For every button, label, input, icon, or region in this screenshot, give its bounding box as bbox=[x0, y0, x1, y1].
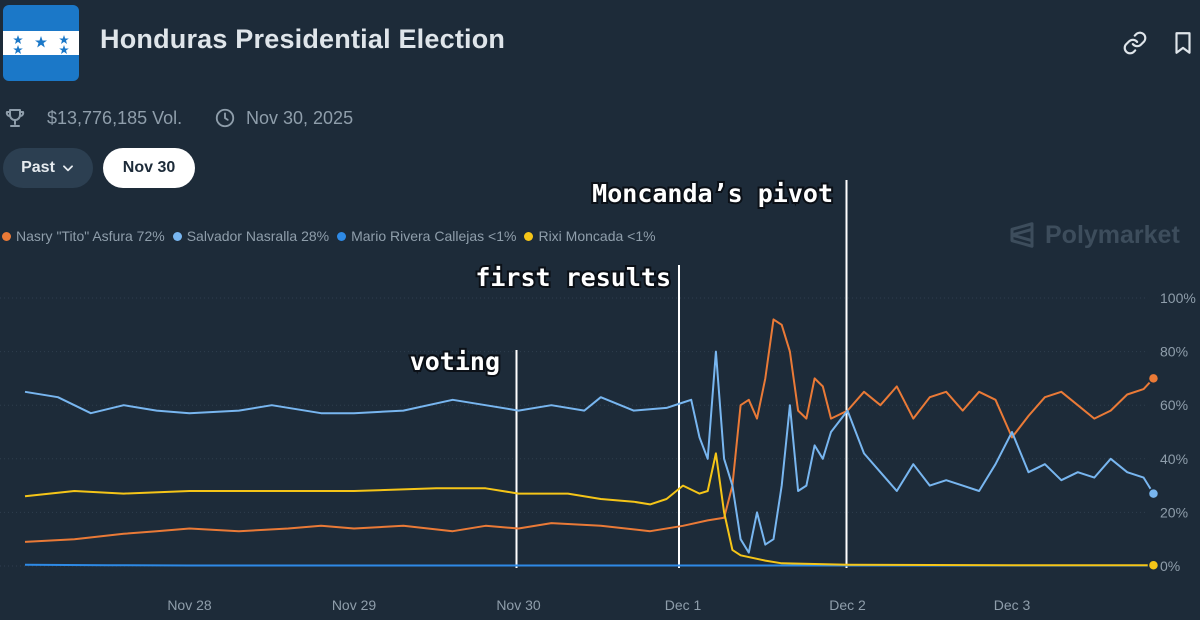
series-end-marker bbox=[1147, 487, 1160, 500]
page-title: Honduras Presidential Election bbox=[100, 24, 506, 54]
trophy-icon bbox=[5, 109, 25, 127]
past-label: Past bbox=[21, 159, 55, 176]
annotation-label: first results bbox=[475, 263, 671, 292]
y-tick-label: 0% bbox=[1160, 558, 1180, 574]
x-tick-label: Dec 2 bbox=[829, 597, 866, 613]
legend-dot bbox=[337, 231, 347, 241]
y-tick-label: 80% bbox=[1160, 344, 1188, 360]
legend-item-moncada[interactable]: Rixi Moncada <1% bbox=[524, 228, 656, 244]
x-tick-label: Nov 29 bbox=[332, 597, 377, 613]
legend-dot bbox=[2, 231, 11, 241]
date-button[interactable]: Nov 30 bbox=[103, 148, 195, 188]
x-tick-label: Dec 3 bbox=[994, 597, 1031, 613]
legend-item-asfura[interactable]: Nasry "Tito" Asfura 72% bbox=[2, 228, 165, 244]
legend-label: Rixi Moncada <1% bbox=[538, 228, 656, 244]
series-line bbox=[24, 452, 1154, 567]
watermark-text: Polymarket bbox=[1045, 220, 1180, 249]
legend-label: Nasry "Tito" Asfura 72% bbox=[16, 228, 165, 244]
clock-icon bbox=[215, 108, 235, 128]
legend-label: Salvador Nasralla 28% bbox=[186, 228, 330, 244]
end-date-info: Nov 30, 2025 bbox=[214, 106, 353, 130]
legend-dot bbox=[172, 231, 182, 241]
honduras-flag-icon bbox=[3, 5, 79, 81]
y-tick-label: 40% bbox=[1160, 451, 1188, 467]
polymarket-logo-icon bbox=[1010, 222, 1034, 248]
chevron-down-icon bbox=[62, 165, 73, 172]
x-tick-label: Dec 1 bbox=[665, 597, 702, 613]
y-tick-label: 20% bbox=[1160, 504, 1188, 520]
series-end-marker bbox=[1147, 372, 1160, 385]
end-date-text: Nov 30, 2025 bbox=[246, 107, 354, 128]
legend-item-nasralla[interactable]: Salvador Nasralla 28% bbox=[172, 228, 330, 244]
date-label: Nov 30 bbox=[122, 159, 176, 176]
legend-label: Mario Rivera Callejas <1% bbox=[351, 228, 517, 244]
series-line bbox=[24, 318, 1155, 543]
price-history-chart: 0% 20% 40% 60% 80% 100% Nov 28 Nov 29 Nov 30 Dec … bbox=[0, 177, 1196, 613]
x-tick-label: Nov 30 bbox=[496, 597, 541, 613]
volume-text: $13,776,185 Vol. bbox=[47, 107, 183, 128]
chart-legend: Nasry "Tito" Asfura 72% Salvador Nasrall… bbox=[2, 228, 664, 244]
volume-info: $13,776,185 Vol. bbox=[3, 106, 182, 130]
link-icon[interactable] bbox=[1122, 30, 1148, 56]
annotation-label: voting bbox=[410, 347, 500, 376]
annotation-label: Moncanda’s pivot bbox=[592, 179, 833, 208]
past-dropdown-button[interactable]: Past bbox=[3, 148, 93, 188]
series-line bbox=[24, 350, 1155, 554]
x-tick-label: Nov 28 bbox=[167, 597, 212, 613]
bookmark-icon[interactable] bbox=[1170, 30, 1196, 56]
legend-item-rivera[interactable]: Mario Rivera Callejas <1% bbox=[337, 228, 516, 244]
series-end-marker bbox=[1147, 559, 1160, 571]
polymarket-watermark: Polymarket bbox=[1007, 220, 1180, 250]
y-tick-label: 100% bbox=[1160, 290, 1196, 306]
y-tick-label: 60% bbox=[1160, 397, 1188, 413]
legend-dot bbox=[524, 231, 534, 241]
